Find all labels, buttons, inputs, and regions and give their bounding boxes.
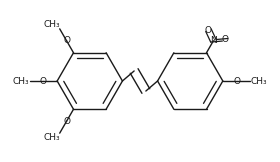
Text: CH₃: CH₃ [43,20,60,29]
Text: CH₃: CH₃ [43,133,60,142]
Text: CH₃: CH₃ [13,76,30,86]
Text: O: O [40,76,47,86]
Text: N: N [210,36,217,45]
Text: O: O [63,117,70,126]
Text: O: O [63,36,70,45]
Text: CH₃: CH₃ [250,76,267,86]
Text: O: O [221,35,228,44]
Text: O: O [233,76,240,86]
Text: O: O [205,26,212,35]
